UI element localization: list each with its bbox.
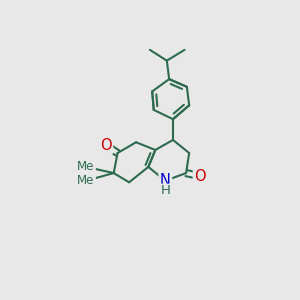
Text: H: H [160, 184, 170, 197]
Text: Me: Me [77, 160, 95, 173]
Text: Me: Me [77, 174, 95, 187]
Text: O: O [194, 169, 206, 184]
Text: N: N [160, 173, 171, 188]
Text: O: O [100, 138, 112, 153]
